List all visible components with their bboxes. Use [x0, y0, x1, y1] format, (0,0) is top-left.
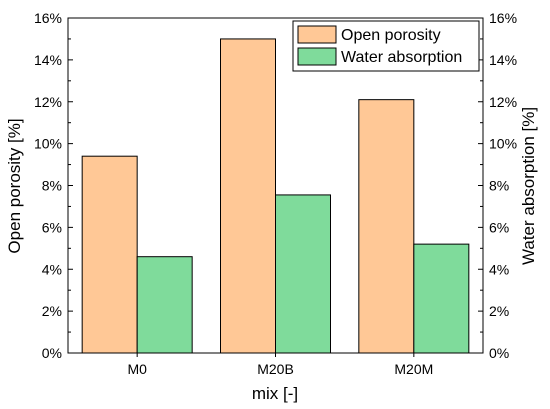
y-right-tick-label: 2%: [489, 303, 509, 319]
x-axis-title: mix [-]: [252, 384, 298, 403]
y-right-tick-label: 4%: [489, 261, 509, 277]
y-left-tick-label: 2%: [42, 303, 62, 319]
legend: Open porosity Water absorption: [292, 20, 480, 72]
y-left-tick-label: 8%: [42, 178, 62, 194]
y-right-tick-label: 16%: [489, 10, 517, 26]
y-left-tick-label: 6%: [42, 219, 62, 235]
bar-open-porosity-m0: [81, 155, 138, 354]
x-tick-label: M0: [127, 361, 147, 377]
legend-swatch: [297, 25, 337, 44]
y-right-tick-label: 8%: [489, 178, 509, 194]
ticks-group: M0 M20B M20M 0% 0% 2% 2% 4% 4% 6% 6% 8% 8% 10% 10% 12% 1…: [34, 10, 517, 377]
y-left-tick-label: 0%: [42, 345, 62, 361]
bars-group: [81, 38, 470, 354]
y-right-tick-label: 14%: [489, 52, 517, 68]
y-left-tick-label: 10%: [34, 136, 62, 152]
y-left-tick-label: 12%: [34, 94, 62, 110]
x-tick-label: M20M: [394, 361, 433, 377]
y-left-tick-label: 4%: [42, 261, 62, 277]
y-axis-title-left: Open porosity [%]: [5, 118, 24, 253]
legend-swatch: [297, 47, 337, 66]
y-left-tick-label: 16%: [34, 10, 62, 26]
legend-label: Water absorption: [341, 49, 462, 66]
y-right-tick-label: 6%: [489, 219, 509, 235]
bar-water-absorption-m20m: [413, 243, 470, 354]
y-right-tick-label: 0%: [489, 345, 509, 361]
y-left-tick-label: 14%: [34, 52, 62, 68]
bar-water-absorption-m0: [136, 256, 193, 354]
y-axis-title-right: Water absorption [%]: [519, 107, 538, 265]
x-tick-label: M20B: [257, 361, 294, 377]
bar-water-absorption-m20b: [275, 194, 331, 354]
bar-open-porosity-m20m: [358, 99, 415, 354]
y-right-tick-label: 12%: [489, 94, 517, 110]
y-right-tick-label: 10%: [489, 136, 517, 152]
bar-open-porosity-m20b: [220, 38, 276, 354]
legend-label: Open porosity: [341, 27, 441, 44]
